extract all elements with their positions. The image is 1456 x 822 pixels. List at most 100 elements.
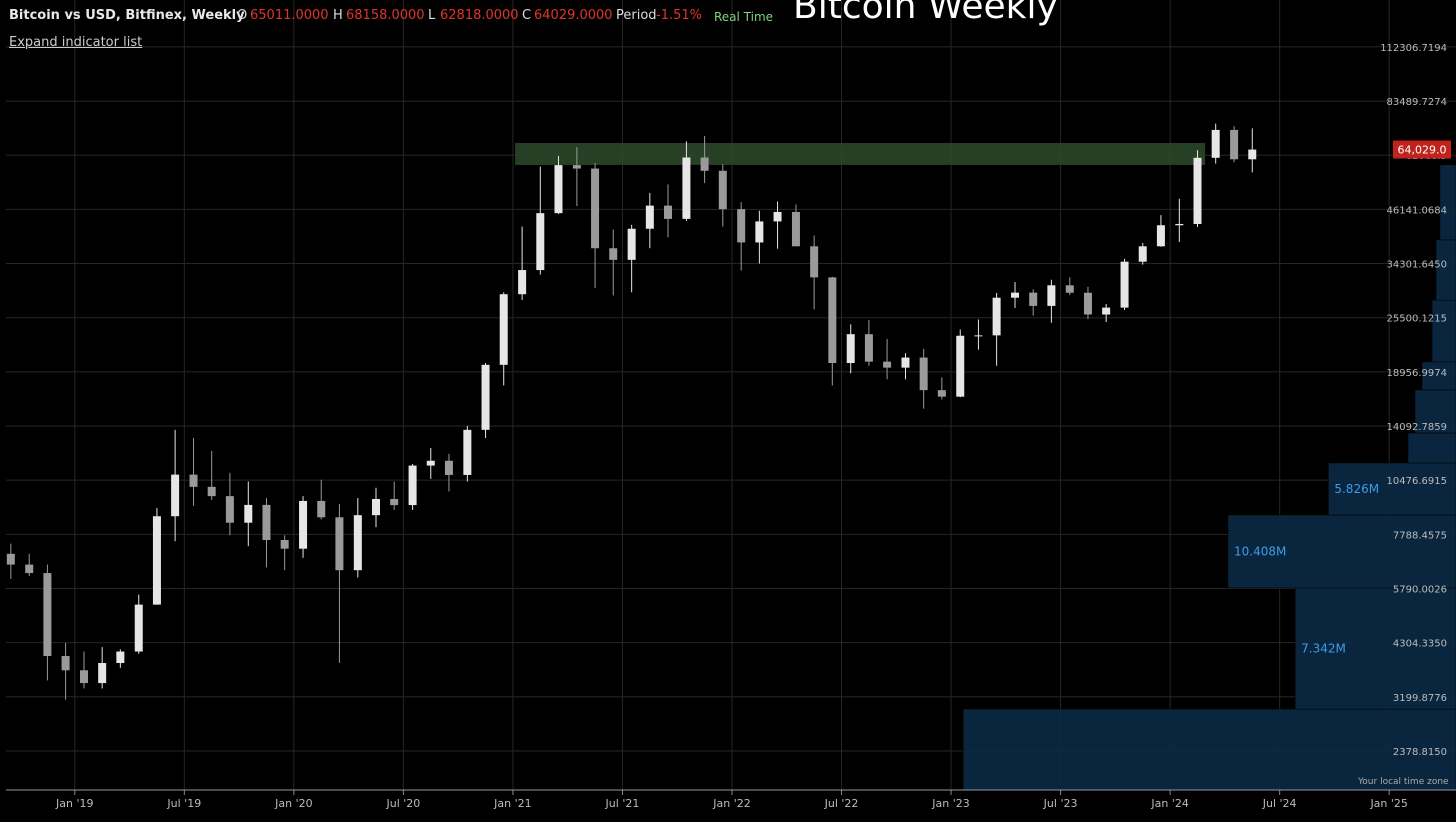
candle-body — [974, 335, 983, 337]
candle-body — [992, 297, 1001, 336]
symbol: Bitcoin vs USD, Bitfinex, Weekly — [9, 8, 245, 23]
candle-body — [1047, 285, 1056, 306]
x-tick-label: Jul '21 — [605, 797, 640, 810]
volume-bar — [962, 708, 1456, 791]
high-value: 68158.0000 — [346, 8, 425, 23]
low-value: 62818.0000 — [440, 8, 519, 23]
candle-body — [956, 335, 965, 397]
candle-body — [134, 604, 143, 652]
candle-body — [773, 211, 782, 222]
x-tick-label: Jan '19 — [55, 797, 93, 810]
candle-body — [43, 573, 52, 657]
candle-body — [317, 500, 326, 518]
candle-body — [627, 228, 636, 260]
candle-body — [700, 157, 709, 171]
candle-body — [426, 460, 435, 466]
candle-body — [116, 651, 125, 664]
open-value: 65011.0000 — [250, 8, 329, 23]
volume-bar — [1227, 514, 1456, 589]
candle-body — [225, 496, 234, 523]
candle-body — [1156, 225, 1165, 247]
candle-body — [846, 334, 855, 363]
timezone-note: Your local time zone — [1358, 777, 1449, 787]
x-tick-label: Jan '25 — [1369, 797, 1407, 810]
volume-bar — [1439, 164, 1456, 241]
y-tick-label: 25500.1215 — [1387, 314, 1447, 325]
candle-body — [262, 504, 271, 541]
candle-body — [1211, 129, 1220, 158]
chart-title: Bitcoin Weekly — [793, 0, 1058, 27]
candle-body — [864, 334, 873, 362]
candle-body — [737, 209, 746, 243]
candle-body — [536, 213, 545, 271]
y-tick-label: 18956.9974 — [1387, 368, 1447, 379]
volume-label: 5.826M — [1334, 482, 1379, 496]
expand-indicators[interactable]: Expand indicator list — [9, 35, 143, 50]
candle-body — [463, 429, 472, 475]
y-tick-label: 83489.7274 — [1387, 97, 1447, 108]
candle-body — [1175, 223, 1184, 226]
candle-body — [25, 564, 34, 574]
y-tick-label: 4304.3350 — [1393, 639, 1447, 650]
candle-body — [152, 516, 161, 605]
y-tick-label: 7788.4575 — [1393, 530, 1447, 541]
candle-body — [1193, 157, 1202, 224]
y-tick-label: 10476.6915 — [1387, 476, 1447, 487]
candle-body — [1138, 246, 1147, 262]
last-price-label: 64,029.0 — [1398, 144, 1447, 157]
candle-body — [1230, 129, 1239, 160]
close-label: C — [522, 8, 532, 23]
resistance-zone — [515, 142, 1206, 165]
candle-body — [299, 500, 308, 549]
y-tick-label: 5790.0026 — [1393, 584, 1447, 595]
candle-body — [189, 474, 198, 487]
candle-body — [883, 361, 892, 368]
candle-body — [1120, 261, 1129, 308]
candle-body — [61, 656, 70, 671]
candle-body — [901, 357, 910, 368]
x-tick-label: Jul '20 — [385, 797, 420, 810]
candle-body — [280, 540, 289, 549]
candle-body — [554, 165, 563, 214]
candle-body — [390, 499, 399, 506]
candle-body — [572, 165, 581, 169]
candle-body — [244, 504, 253, 523]
last-price-box — [1393, 140, 1451, 159]
candle-body — [1102, 307, 1111, 315]
y-tick-label: 14092.7859 — [1387, 422, 1447, 433]
x-tick-label: Jul '22 — [824, 797, 859, 810]
candle-body — [828, 277, 837, 363]
candle-body — [919, 357, 928, 391]
candle-body — [1248, 149, 1257, 160]
candle-body — [171, 474, 180, 517]
candle-body — [6, 553, 15, 565]
candle-body — [353, 515, 362, 571]
volume-bar — [1407, 432, 1456, 464]
candle-body — [1065, 285, 1074, 293]
x-tick-label: Jul '24 — [1262, 797, 1297, 810]
open-label: O — [237, 8, 248, 23]
y-tick-label: 112306.7194 — [1380, 43, 1447, 54]
y-tick-label: 34301.6450 — [1387, 260, 1447, 271]
volume-label: 10.408M — [1234, 544, 1286, 558]
volume-bar — [1431, 299, 1456, 363]
x-tick-label: Jan '22 — [712, 797, 750, 810]
candle-body — [481, 364, 490, 430]
candle-body — [499, 294, 508, 365]
candle-body — [755, 221, 764, 243]
high-label: H — [333, 8, 343, 23]
candle-body — [207, 486, 216, 497]
candle-body — [682, 157, 691, 219]
x-tick-label: Jan '20 — [274, 797, 312, 810]
x-tick-label: Jan '24 — [1150, 797, 1188, 810]
candle-body — [98, 663, 107, 684]
candle-body — [518, 270, 527, 295]
candle-body — [1011, 292, 1020, 298]
x-tick-label: Jul '19 — [166, 797, 201, 810]
candle-body — [810, 246, 819, 278]
candle-body — [591, 168, 600, 249]
volume-label: 7.342M — [1301, 642, 1346, 656]
candle-body — [408, 465, 417, 506]
